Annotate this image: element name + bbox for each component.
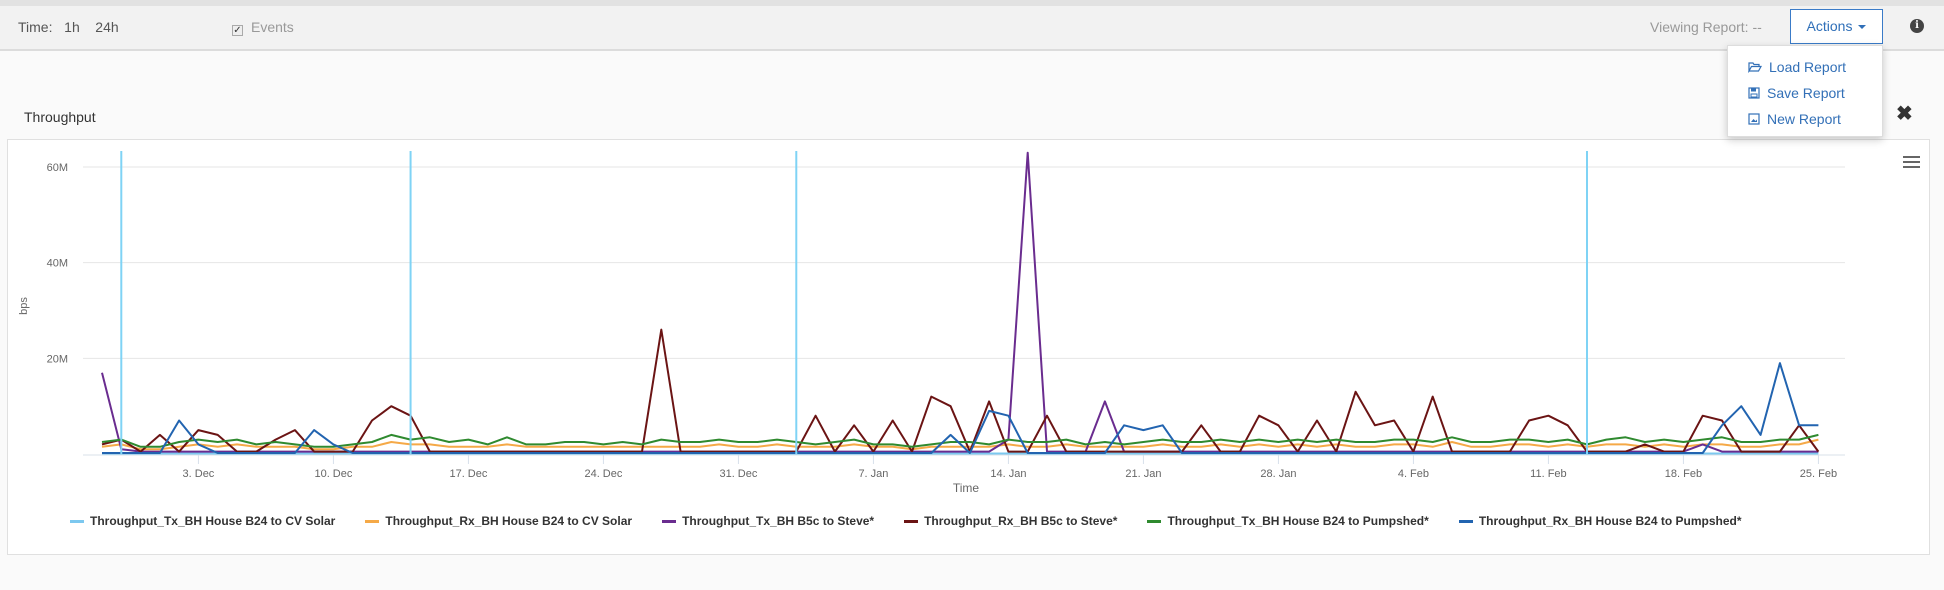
legend-swatch — [904, 519, 919, 523]
chart-panel — [7, 139, 1930, 555]
legend-item[interactable]: Throughput_Tx_BH House B24 to Pumpshed* — [1147, 514, 1429, 528]
y-axis-title: bps — [18, 297, 30, 315]
legend-label: Throughput_Tx_BH B5c to Steve* — [682, 514, 875, 528]
menu-item-save-report[interactable]: Save Report — [1728, 80, 1882, 106]
events-checkbox[interactable]: ✓ — [232, 25, 243, 36]
toolbar: Time: 1h 24h ✓ Events Viewing Report: -- … — [0, 6, 1944, 51]
series-line-5 — [101, 433, 1819, 448]
legend-swatch — [662, 519, 677, 523]
legend-item[interactable]: Throughput_Rx_BH B5c to Steve* — [904, 514, 1117, 528]
x-tick-label: 14. Jan — [990, 468, 1026, 480]
folder-open-icon — [1748, 62, 1762, 73]
menu-item-label: Save Report — [1767, 85, 1845, 101]
caret-down-icon — [1858, 25, 1867, 29]
x-tick-label: 10. Dec — [314, 468, 352, 480]
y-tick-label: 60M — [47, 162, 68, 174]
legend-item[interactable]: Throughput_Tx_BH B5c to Steve* — [662, 514, 874, 528]
time-label: Time: — [18, 19, 53, 35]
x-tick-label: 25. Feb — [1800, 468, 1837, 480]
menu-item-load-report[interactable]: Load Report — [1728, 54, 1882, 80]
panel-title: Throughput — [24, 109, 96, 125]
legend-label: Throughput_Tx_BH House B24 to Pumpshed* — [1167, 514, 1429, 528]
legend-item[interactable]: Throughput_Tx_BH House B24 to CV Solar — [70, 514, 335, 528]
viewing-report-label: Viewing Report: -- — [1650, 19, 1762, 35]
menu-item-label: New Report — [1767, 111, 1841, 127]
series-line-2 — [101, 438, 1819, 451]
floppy-disk-icon — [1748, 87, 1760, 99]
x-tick-label: 11. Feb — [1530, 468, 1567, 480]
menu-item-label: Load Report — [1769, 59, 1847, 75]
legend-swatch — [1147, 519, 1162, 523]
y-tick-label: 20M — [47, 353, 68, 365]
events-toggle[interactable]: ✓ Events — [232, 19, 294, 36]
x-tick-label: 7. Jan — [858, 468, 888, 480]
x-tick-label: 28. Jan — [1260, 468, 1296, 480]
series-line-6 — [102, 362, 1819, 454]
legend-label: Throughput_Tx_BH House B24 to CV Solar — [90, 514, 336, 528]
chart-menu-icon[interactable] — [1903, 156, 1920, 171]
events-label: Events — [251, 19, 294, 35]
legend-item[interactable]: Throughput_Rx_BH House B24 to CV Solar — [365, 514, 632, 528]
chart-legend: Throughput_Tx_BH House B24 to CV Solar Th… — [70, 514, 1772, 528]
time-option-1h[interactable]: 1h — [64, 19, 80, 35]
top-border — [0, 0, 1944, 6]
info-icon[interactable]: i — [1910, 19, 1924, 33]
x-tick-label: 3. Dec — [183, 468, 215, 480]
legend-swatch — [365, 519, 380, 523]
legend-item[interactable]: Throughput_Rx_BH House B24 to Pumpshed* — [1458, 514, 1742, 528]
legend-swatch — [70, 519, 84, 523]
actions-menu: Load Report Save Report New Report — [1727, 45, 1883, 137]
legend-swatch — [1458, 519, 1473, 523]
legend-label: Throughput_Rx_BH House B24 to CV Solar — [385, 514, 633, 528]
actions-button[interactable]: Actions — [1790, 9, 1883, 44]
time-selector: Time: 1h 24h — [18, 19, 119, 35]
x-tick-label: 4. Feb — [1398, 468, 1429, 480]
time-option-24h[interactable]: 24h — [95, 19, 119, 35]
actions-label: Actions — [1806, 18, 1853, 34]
menu-item-new-report[interactable]: New Report — [1728, 106, 1882, 132]
x-tick-label: 31. Dec — [719, 468, 757, 480]
x-tick-label: 21. Jan — [1125, 468, 1161, 480]
close-icon[interactable]: ✖ — [1896, 103, 1913, 125]
y-tick-label: 40M — [47, 258, 68, 270]
new-file-icon — [1748, 113, 1760, 125]
legend-label: Throughput_Rx_BH House B24 to Pumpshed* — [1478, 514, 1742, 528]
x-tick-label: 17. Dec — [449, 468, 487, 480]
series-line-3 — [101, 151, 1819, 453]
legend-label: Throughput_Rx_BH B5c to Steve* — [924, 514, 1118, 528]
x-tick-label: 24. Dec — [584, 468, 622, 480]
x-tick-label: 18. Feb — [1665, 468, 1702, 480]
x-axis-title: Time — [953, 481, 980, 495]
series-line-4 — [101, 328, 1820, 453]
